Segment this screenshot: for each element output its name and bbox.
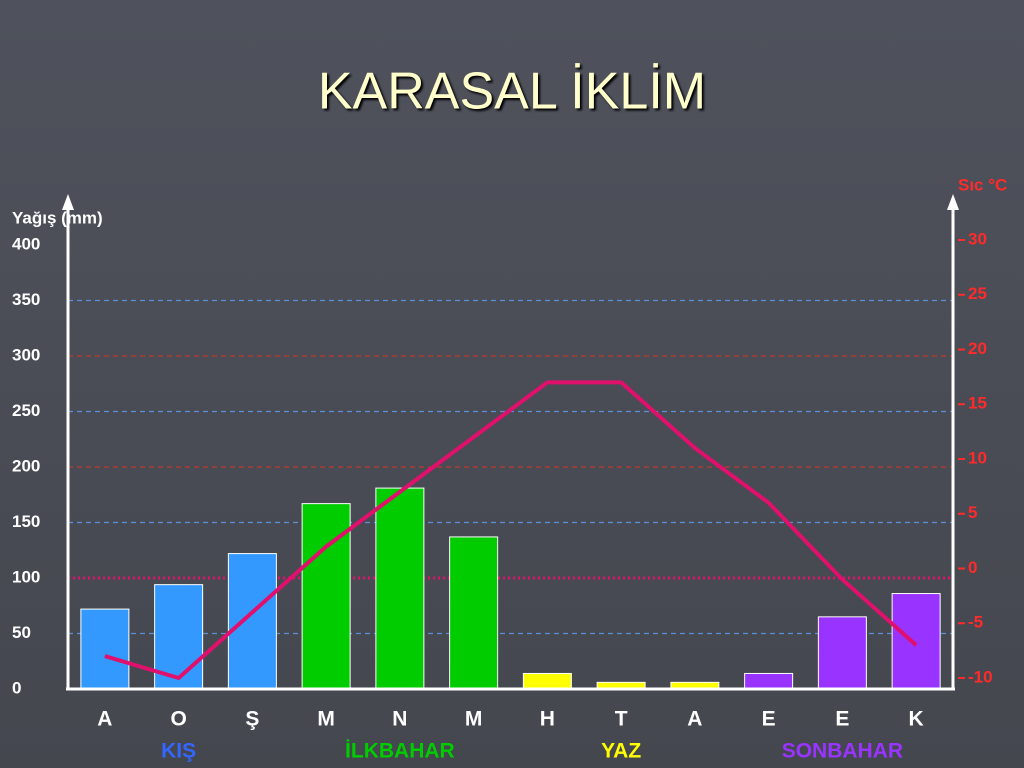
x-tick-label: N bbox=[392, 708, 407, 731]
y-tick-label: 250 bbox=[12, 401, 40, 420]
x-tick-label: M bbox=[465, 708, 483, 731]
chart-title: KARASAL İKLİM bbox=[318, 63, 706, 121]
y2-tick-label: 5 bbox=[968, 503, 977, 522]
y2-tick-label: 30 bbox=[968, 229, 987, 248]
y2-tick-label: 0 bbox=[968, 558, 977, 577]
temperature-line bbox=[104, 380, 918, 680]
y-tick-label: 300 bbox=[12, 345, 40, 364]
x-tick-label: E bbox=[762, 708, 776, 731]
y-tick-label: 150 bbox=[12, 512, 40, 531]
bar bbox=[301, 503, 351, 690]
y-tick-label: 100 bbox=[12, 567, 40, 586]
y2-tick-label: 20 bbox=[968, 339, 987, 358]
x-tick-label: T bbox=[615, 708, 628, 731]
season-label: İLKBAHAR bbox=[345, 740, 455, 763]
x-tick-label: M bbox=[317, 708, 335, 731]
bar bbox=[522, 672, 572, 690]
x-tick-label: A bbox=[687, 708, 702, 731]
bar bbox=[375, 487, 425, 690]
y-tick-label: 400 bbox=[12, 234, 40, 253]
plot bbox=[80, 380, 941, 690]
y2-tick-label: -10 bbox=[968, 667, 993, 686]
season-label: SONBAHAR bbox=[782, 740, 903, 763]
y-axis-arrow bbox=[62, 194, 74, 210]
y-tick-label: 200 bbox=[12, 456, 40, 475]
bar bbox=[227, 553, 277, 690]
season-label: YAZ bbox=[601, 740, 641, 763]
y-tick-label: 0 bbox=[12, 678, 21, 697]
x-tick-label: Ş bbox=[245, 708, 259, 731]
y-axis-label: Yağış (mm) bbox=[12, 208, 103, 227]
bar bbox=[817, 616, 867, 690]
y2-tick-label: -5 bbox=[968, 613, 983, 632]
season-label: KIŞ bbox=[161, 740, 196, 763]
x-tick-label: A bbox=[97, 708, 112, 731]
x-tick-label: H bbox=[540, 708, 555, 731]
bar bbox=[744, 672, 794, 690]
y2-tick-label: 15 bbox=[968, 394, 987, 413]
y-tick-label: 350 bbox=[12, 290, 40, 309]
bar bbox=[891, 593, 941, 690]
x-tick-label: E bbox=[835, 708, 849, 731]
x-tick-label: K bbox=[909, 708, 924, 731]
x-tick-label: O bbox=[170, 708, 186, 731]
y2-tick-label: 10 bbox=[968, 448, 987, 467]
y-tick-label: 50 bbox=[12, 623, 31, 642]
bar bbox=[449, 536, 499, 690]
y2-axis-label: Sıc °C bbox=[958, 175, 1007, 194]
bar bbox=[80, 608, 130, 690]
y2-tick-label: 25 bbox=[968, 284, 987, 303]
y2-axis-arrow bbox=[947, 194, 959, 210]
